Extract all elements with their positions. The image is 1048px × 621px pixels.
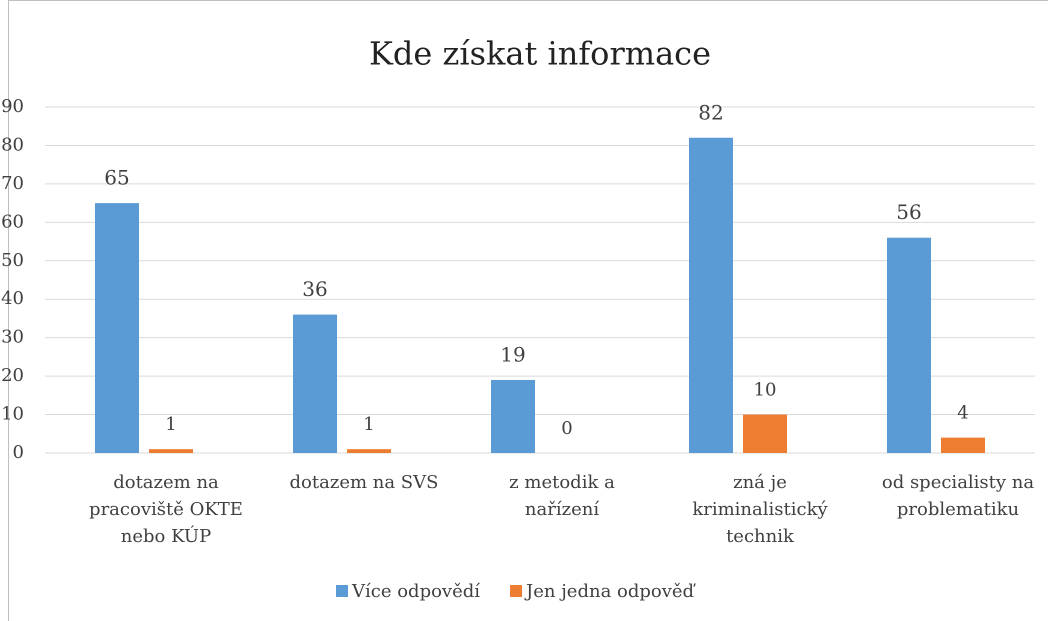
x-tick-label: od specialisty na problematiku bbox=[882, 472, 1035, 520]
data-label: 82 bbox=[698, 100, 723, 124]
data-label: 19 bbox=[500, 342, 525, 366]
y-tick-label: 50 bbox=[1, 250, 24, 271]
x-tick-label: z metodik a nařízení bbox=[509, 472, 615, 520]
y-tick-label: 90 bbox=[1, 96, 24, 117]
label-line: nařízení bbox=[525, 499, 599, 520]
label-line: dotazem na bbox=[113, 472, 219, 493]
label-line: z metodik a bbox=[509, 472, 615, 493]
y-tick-label: 10 bbox=[1, 404, 24, 425]
y-tick-label: 60 bbox=[1, 211, 24, 232]
x-tick-label: dotazem na SVS bbox=[290, 472, 439, 493]
bar bbox=[347, 449, 391, 453]
x-tick-label: dotazem na pracoviště OKTE nebo KÚP bbox=[89, 472, 243, 547]
chart-frame bbox=[8, 0, 1048, 621]
bar bbox=[941, 437, 985, 453]
label-line: technik bbox=[726, 526, 795, 547]
bar bbox=[887, 237, 931, 453]
y-tick-label: 70 bbox=[1, 173, 24, 194]
label-line: zná je bbox=[733, 472, 787, 493]
data-label: 36 bbox=[302, 277, 327, 301]
chart-title: Kde získat informace bbox=[369, 35, 711, 73]
bar bbox=[149, 449, 193, 453]
bar bbox=[689, 137, 733, 453]
y-tick-label: 40 bbox=[1, 288, 24, 309]
label-line: od specialisty na bbox=[882, 472, 1035, 493]
data-label: 0 bbox=[561, 418, 572, 439]
y-tick-label: 30 bbox=[1, 327, 24, 348]
legend-label: Více odpovědí bbox=[351, 581, 480, 602]
label-line: problematiku bbox=[897, 499, 1019, 520]
bar bbox=[293, 314, 337, 453]
data-label: 65 bbox=[104, 166, 129, 190]
y-tick-label: 0 bbox=[13, 442, 24, 463]
data-label: 1 bbox=[363, 414, 374, 435]
y-tick-label: 80 bbox=[1, 134, 24, 155]
bar bbox=[743, 414, 787, 453]
legend-label: Jen jedna odpověď bbox=[524, 581, 697, 602]
x-tick-label: zná je kriminalistický technik bbox=[692, 472, 828, 547]
data-label: 56 bbox=[896, 200, 921, 224]
data-label: 1 bbox=[165, 414, 176, 435]
legend-swatch bbox=[510, 585, 523, 597]
data-label: 4 bbox=[957, 403, 968, 424]
label-line: pracoviště OKTE bbox=[89, 499, 243, 520]
bar bbox=[95, 203, 139, 453]
y-tick-label: 20 bbox=[1, 365, 24, 386]
legend-swatch bbox=[336, 585, 348, 597]
label-line: kriminalistický bbox=[692, 499, 828, 520]
data-label: 10 bbox=[754, 380, 777, 401]
label-line: dotazem na SVS bbox=[290, 472, 439, 493]
label-line: nebo KÚP bbox=[121, 524, 211, 547]
bar bbox=[491, 379, 535, 453]
